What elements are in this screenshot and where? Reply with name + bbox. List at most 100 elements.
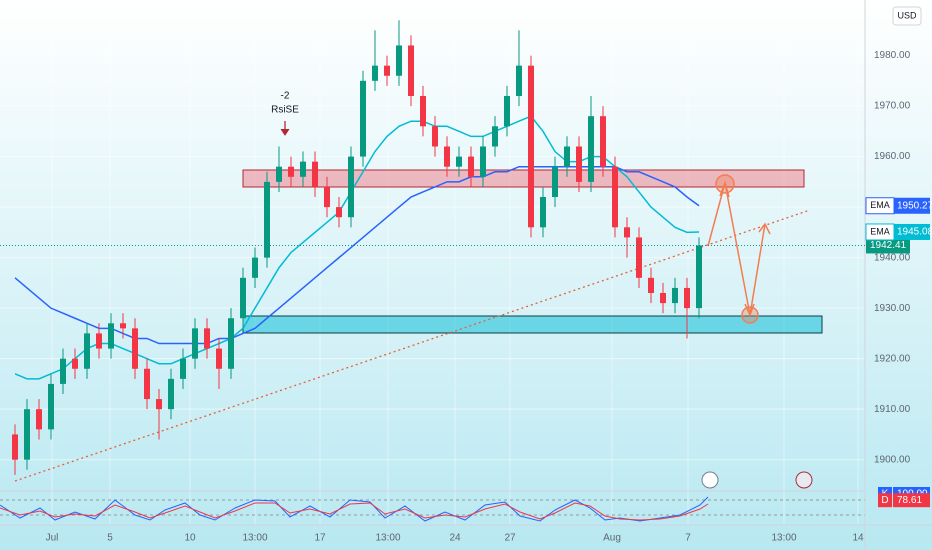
candle-body [84, 333, 90, 369]
ema-value: 1950.27 [897, 200, 932, 211]
stoch-name: D [881, 495, 888, 506]
candle-body [252, 257, 258, 278]
candle-body [360, 80, 366, 157]
target-circle [715, 174, 735, 194]
x-tick-label: 10 [184, 533, 196, 544]
candle-body [132, 328, 138, 369]
candle-body [240, 277, 246, 319]
candle-body [540, 197, 546, 228]
candle-body [336, 207, 342, 218]
signal-value: -2 [281, 91, 290, 102]
candle-body [384, 65, 390, 76]
y-tick-label: 1910.00 [874, 404, 911, 415]
candle-body [300, 161, 306, 177]
x-tick-label: 17 [314, 533, 326, 544]
candle-body [372, 65, 378, 81]
candle-body [492, 126, 498, 147]
event-icon[interactable] [701, 471, 719, 489]
candle-body [528, 65, 534, 228]
y-tick-label: 1960.00 [874, 151, 911, 162]
arrow-head [758, 222, 771, 235]
ema-line [14, 165, 700, 345]
candle-body [192, 328, 198, 359]
candle-body [600, 116, 606, 167]
candle-body [552, 166, 558, 198]
x-tick-label: Jul [46, 533, 59, 544]
candle-body [396, 45, 402, 76]
ema-lines [14, 115, 700, 380]
candle-body [204, 328, 210, 349]
signal-arrow-head [280, 128, 290, 136]
target-circle [741, 306, 759, 324]
candle-body [444, 146, 450, 167]
y-tick-label: 1920.00 [874, 353, 911, 364]
candle-body [648, 277, 654, 293]
candle-body [72, 358, 78, 369]
stoch-labels: K100.00D78.61 [878, 487, 930, 508]
candle-body [576, 146, 582, 182]
stoch-k-line [0, 496, 709, 522]
candle-body [24, 409, 30, 460]
y-tick-label: 1930.00 [874, 303, 911, 314]
x-tick-label: 24 [449, 533, 461, 544]
candle-body [96, 333, 102, 349]
candle-body [612, 166, 618, 228]
candle-body [48, 383, 54, 430]
ema-value-box [894, 223, 930, 240]
last-price-label: 1942.41 [870, 240, 907, 251]
y-tick-label: 1900.00 [874, 454, 911, 465]
stoch-value-box [893, 493, 930, 508]
stoch-d-line [0, 502, 709, 521]
candle-body [60, 358, 66, 384]
candle-body [312, 161, 318, 187]
last-value-labels: 1942.41 EMA 1950.27 EMA 1945.08 [0, 197, 932, 254]
y-tick-label: 1940.00 [874, 252, 911, 263]
candle-body [660, 292, 666, 304]
candle-body [276, 166, 282, 182]
x-tick-label: 13:00 [375, 533, 400, 544]
currency[interactable]: USD [897, 10, 917, 20]
x-tick-label: Aug [603, 533, 621, 544]
candle-body [348, 156, 354, 218]
candle-body [264, 181, 270, 258]
signal-name: RsiSE [271, 105, 299, 116]
ema-name: EMA [870, 200, 890, 210]
candle-body [516, 65, 522, 96]
y-tick-label: 1970.00 [874, 101, 911, 112]
ema-name: EMA [870, 226, 890, 236]
candle-body [288, 166, 294, 177]
candle-body [156, 399, 162, 410]
candle-body [636, 237, 642, 278]
stoch-value: 78.61 [897, 495, 922, 506]
candle-body [420, 95, 426, 127]
candle-body [216, 348, 222, 369]
candle-body [144, 368, 150, 400]
currency-button[interactable] [892, 6, 922, 26]
candle-body [36, 409, 42, 430]
candle-body [480, 146, 486, 177]
x-tick-label: 13:00 [771, 533, 796, 544]
candle-body [180, 358, 186, 379]
candle-body [168, 378, 174, 410]
stoch-name-box [878, 493, 892, 508]
candle-body [108, 323, 114, 349]
ema-line [14, 115, 700, 380]
x-tick-label: 13:00 [242, 533, 267, 544]
candle-body [228, 318, 234, 369]
event-icon[interactable] [795, 471, 813, 489]
candle-body [504, 95, 510, 127]
candle-body [588, 116, 594, 182]
last-price-box [866, 237, 910, 254]
candle-body [672, 287, 678, 304]
candle-body [324, 186, 330, 208]
candle-body [456, 156, 462, 167]
candle-body [12, 434, 18, 460]
candle-body [432, 126, 438, 147]
ema-value: 1945.08 [897, 227, 932, 238]
projection-path [707, 182, 766, 316]
candle-body [120, 323, 126, 329]
ema-value-box [894, 197, 930, 214]
candle-body [408, 45, 414, 96]
